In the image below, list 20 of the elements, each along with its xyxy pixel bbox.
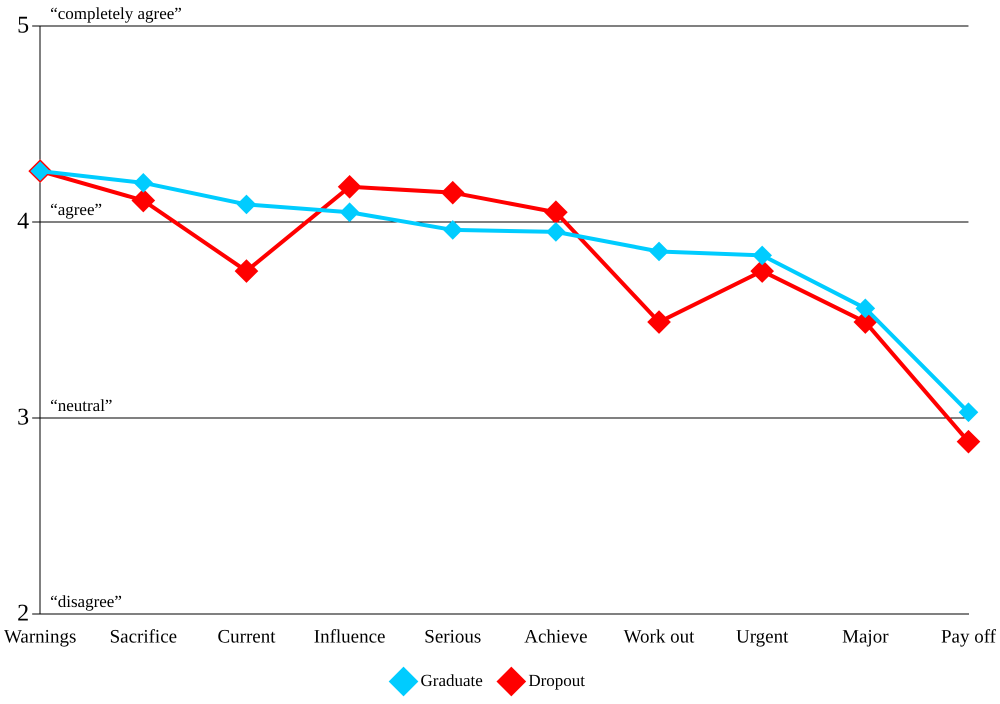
y-tick-label: 5: [17, 12, 30, 38]
x-tick-label: Achieve: [524, 626, 588, 648]
text: “completely agree”: [50, 4, 182, 23]
annotation: “agree”: [50, 200, 102, 220]
x-tick-label: Influence: [314, 626, 386, 648]
x-tick-label: Work out: [624, 626, 696, 648]
x-tick-label: Urgent: [736, 626, 790, 648]
legend-label: Graduate: [420, 670, 483, 690]
x-tick-label: Warnings: [4, 626, 76, 648]
x-tick-label: Current: [217, 626, 276, 648]
x-tick-label: Pay off: [940, 626, 997, 648]
x-tick-label: Sacrifice: [110, 626, 178, 648]
annotation: “neutral”: [50, 396, 112, 416]
y-tick-label: 3: [17, 404, 30, 430]
x-tick-label: Serious: [424, 626, 482, 648]
y-tick-label: 4: [17, 208, 30, 234]
x-tick-label: Major: [842, 626, 890, 648]
annotation: “disagree”: [50, 592, 122, 612]
y-tick-label: 2: [17, 600, 30, 626]
legend-label: Dropout: [528, 670, 586, 690]
